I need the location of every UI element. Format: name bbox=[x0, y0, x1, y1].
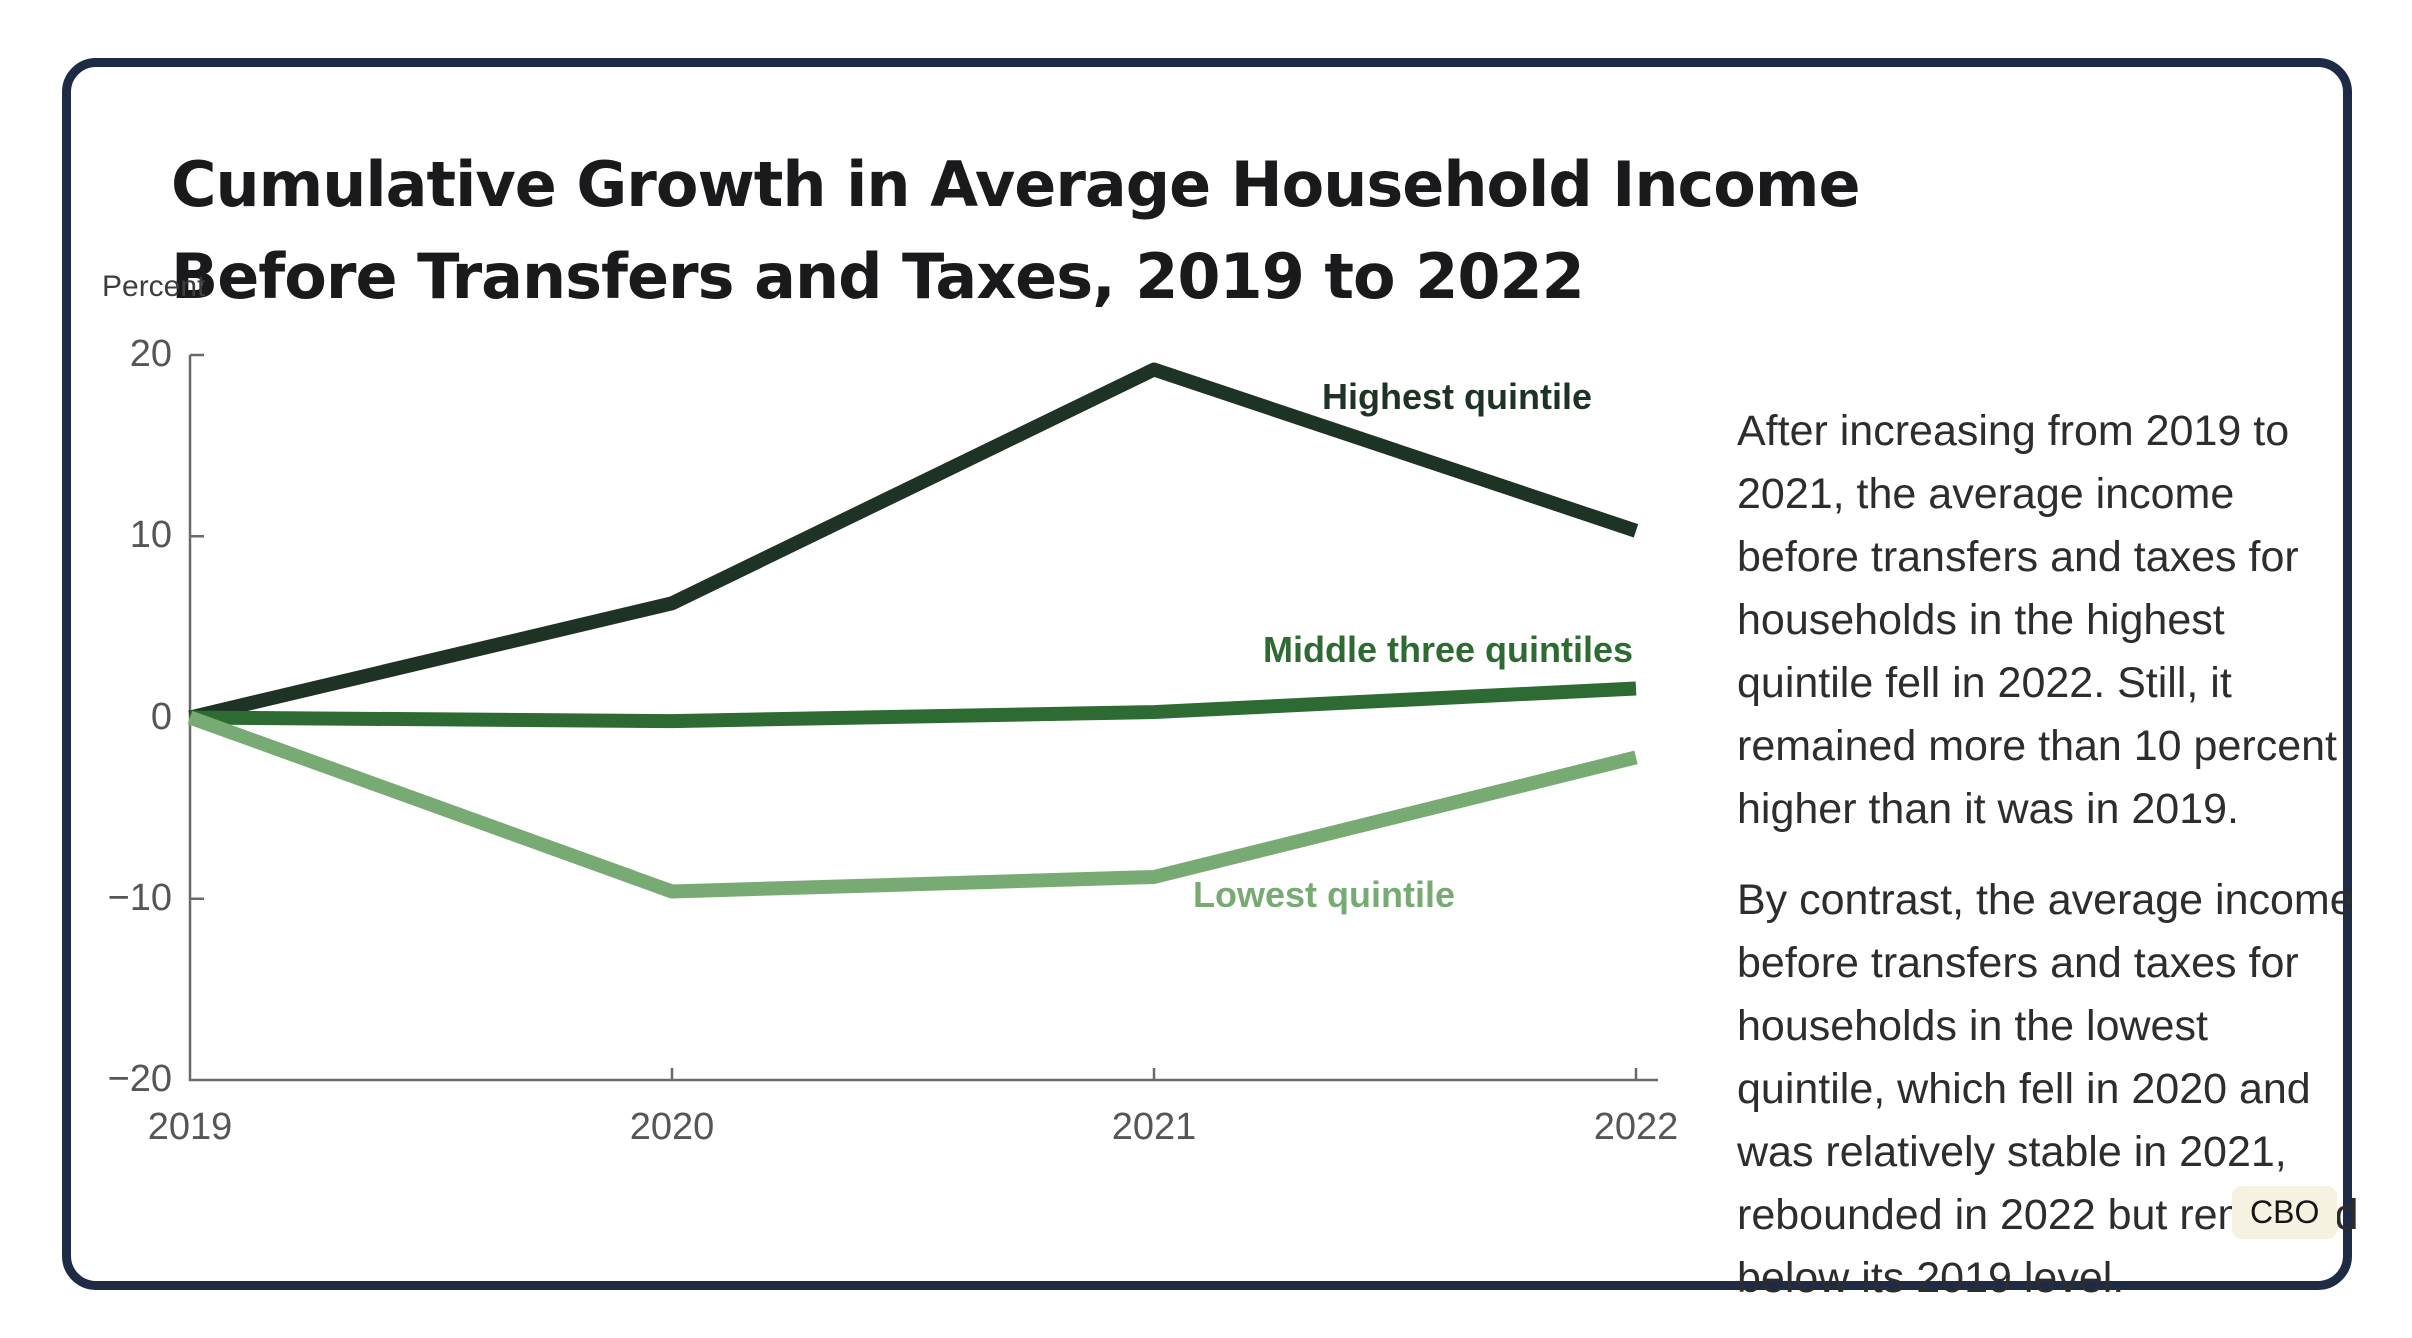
series-line-0 bbox=[188, 362, 1639, 725]
x-tick-label: 2021 bbox=[1111, 1106, 1197, 1148]
y-tick-label: −20 bbox=[107, 1058, 172, 1100]
annotation-paragraph-2: By contrast, the average income before t… bbox=[1737, 876, 2359, 1302]
cbo-logo-badge: CBO bbox=[2232, 1186, 2338, 1239]
x-tick-label: 2022 bbox=[1593, 1106, 1679, 1148]
title-line-1: Cumulative Growth in Average Household I… bbox=[171, 148, 1860, 221]
page-title: Cumulative Growth in Average Household I… bbox=[171, 139, 2171, 323]
x-tick-label: 2020 bbox=[629, 1106, 715, 1148]
series-label-lowest-quintile: Lowest quintile bbox=[1193, 874, 1456, 915]
series-label-highest-quintile: Highest quintile bbox=[1322, 376, 1592, 417]
series-line-1 bbox=[189, 681, 1637, 729]
title-line-2: Before Transfers and Taxes, 2019 to 2022 bbox=[171, 240, 1585, 313]
annotation-column: After increasing from 2019 to 2021, the … bbox=[1737, 400, 2365, 1338]
axis-line bbox=[188, 355, 1658, 1082]
y-tick-label: 0 bbox=[150, 695, 172, 738]
annotation-paragraph-1: After increasing from 2019 to 2021, the … bbox=[1737, 407, 2337, 833]
y-tick-label: 20 bbox=[129, 333, 172, 375]
y-tick-label: −10 bbox=[107, 876, 172, 919]
x-tick-label: 2019 bbox=[147, 1106, 233, 1148]
series-label-middle-three-quintiles: Middle three quintiles bbox=[1263, 629, 1634, 670]
y-tick-label: 10 bbox=[129, 514, 172, 557]
series-line-2 bbox=[187, 710, 1638, 899]
figure-card: Cumulative Growth in Average Household I… bbox=[62, 58, 2352, 1290]
y-axis-unit-label: Percent bbox=[102, 270, 206, 303]
